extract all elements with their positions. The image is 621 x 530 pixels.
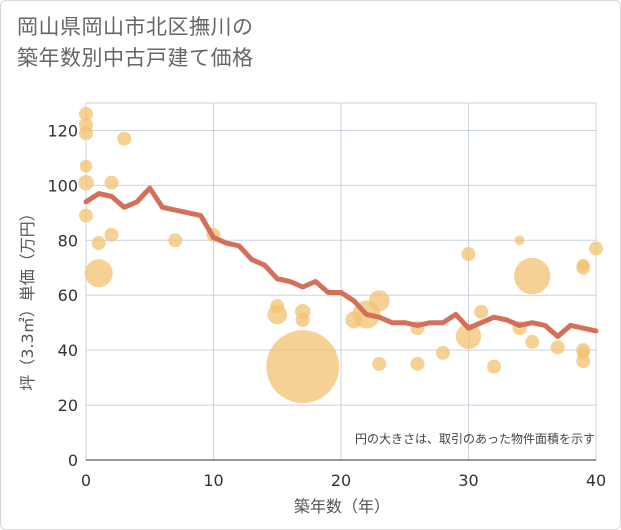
bubble-point [368, 290, 390, 312]
x-tick-label: 40 [586, 471, 606, 490]
bubble-point [436, 345, 450, 360]
bubble-point [104, 175, 119, 190]
bubble-point [372, 356, 387, 371]
x-tick-label: 0 [81, 471, 91, 490]
y-tick-label: 80 [58, 231, 78, 250]
bubble-point [576, 260, 591, 275]
bubble-point [461, 247, 476, 262]
y-tick-label: 40 [58, 341, 78, 360]
bubble-point [168, 233, 183, 248]
bubble-point [266, 330, 340, 404]
bubble-point [91, 236, 106, 251]
y-tick-label: 60 [58, 286, 78, 305]
bubble-point [267, 304, 288, 325]
bubble-point [455, 323, 482, 350]
trend-line-group [83, 185, 599, 339]
bubble-size-note: 円の大きさは、取引のあった物件面積を示す [355, 431, 595, 446]
bubble-point [487, 359, 501, 374]
bubble-point [525, 334, 540, 349]
bubble-point [576, 354, 591, 369]
x-tick-label: 20 [331, 471, 351, 490]
bubble-point [79, 159, 93, 173]
y-tick-label: 100 [47, 176, 78, 195]
trend-line [83, 185, 599, 339]
axis-ticks: 0 20 40 60 80 100 120 0 10 20 30 40 [47, 121, 606, 490]
grid-lines [85, 102, 597, 461]
bubble-point [410, 356, 425, 371]
bubble-point [78, 174, 94, 191]
bubble-point [79, 126, 93, 141]
bubble-point [589, 241, 603, 256]
bubble-point [514, 235, 525, 246]
bubble-point [514, 257, 551, 295]
bubble-point [79, 208, 93, 223]
bubble-point [550, 340, 565, 355]
x-tick-label: 10 [203, 471, 223, 490]
bubble-point [295, 312, 310, 327]
chart-title-line-2: 築年数別中古戸建て価格 [17, 46, 254, 70]
bubble-point [474, 304, 489, 319]
chart-title: 岡山県岡山市北区撫川の 築年数別中古戸建て価格 [17, 12, 254, 74]
bubble-point [79, 106, 93, 121]
y-tick-label: 20 [58, 396, 78, 415]
bubble-point [104, 227, 119, 242]
x-axis-label: 築年数（年） [294, 497, 390, 516]
y-axis-label: 坪（3.3㎡）単価（万円） [18, 205, 37, 390]
bubble-series [78, 106, 603, 404]
y-tick-label: 0 [68, 451, 78, 470]
bubble-point [84, 259, 113, 288]
x-tick-label: 30 [458, 471, 478, 490]
chart-title-line-1: 岡山県岡山市北区撫川の [17, 15, 254, 39]
y-tick-label: 120 [47, 121, 78, 140]
bubble-point [117, 131, 132, 146]
